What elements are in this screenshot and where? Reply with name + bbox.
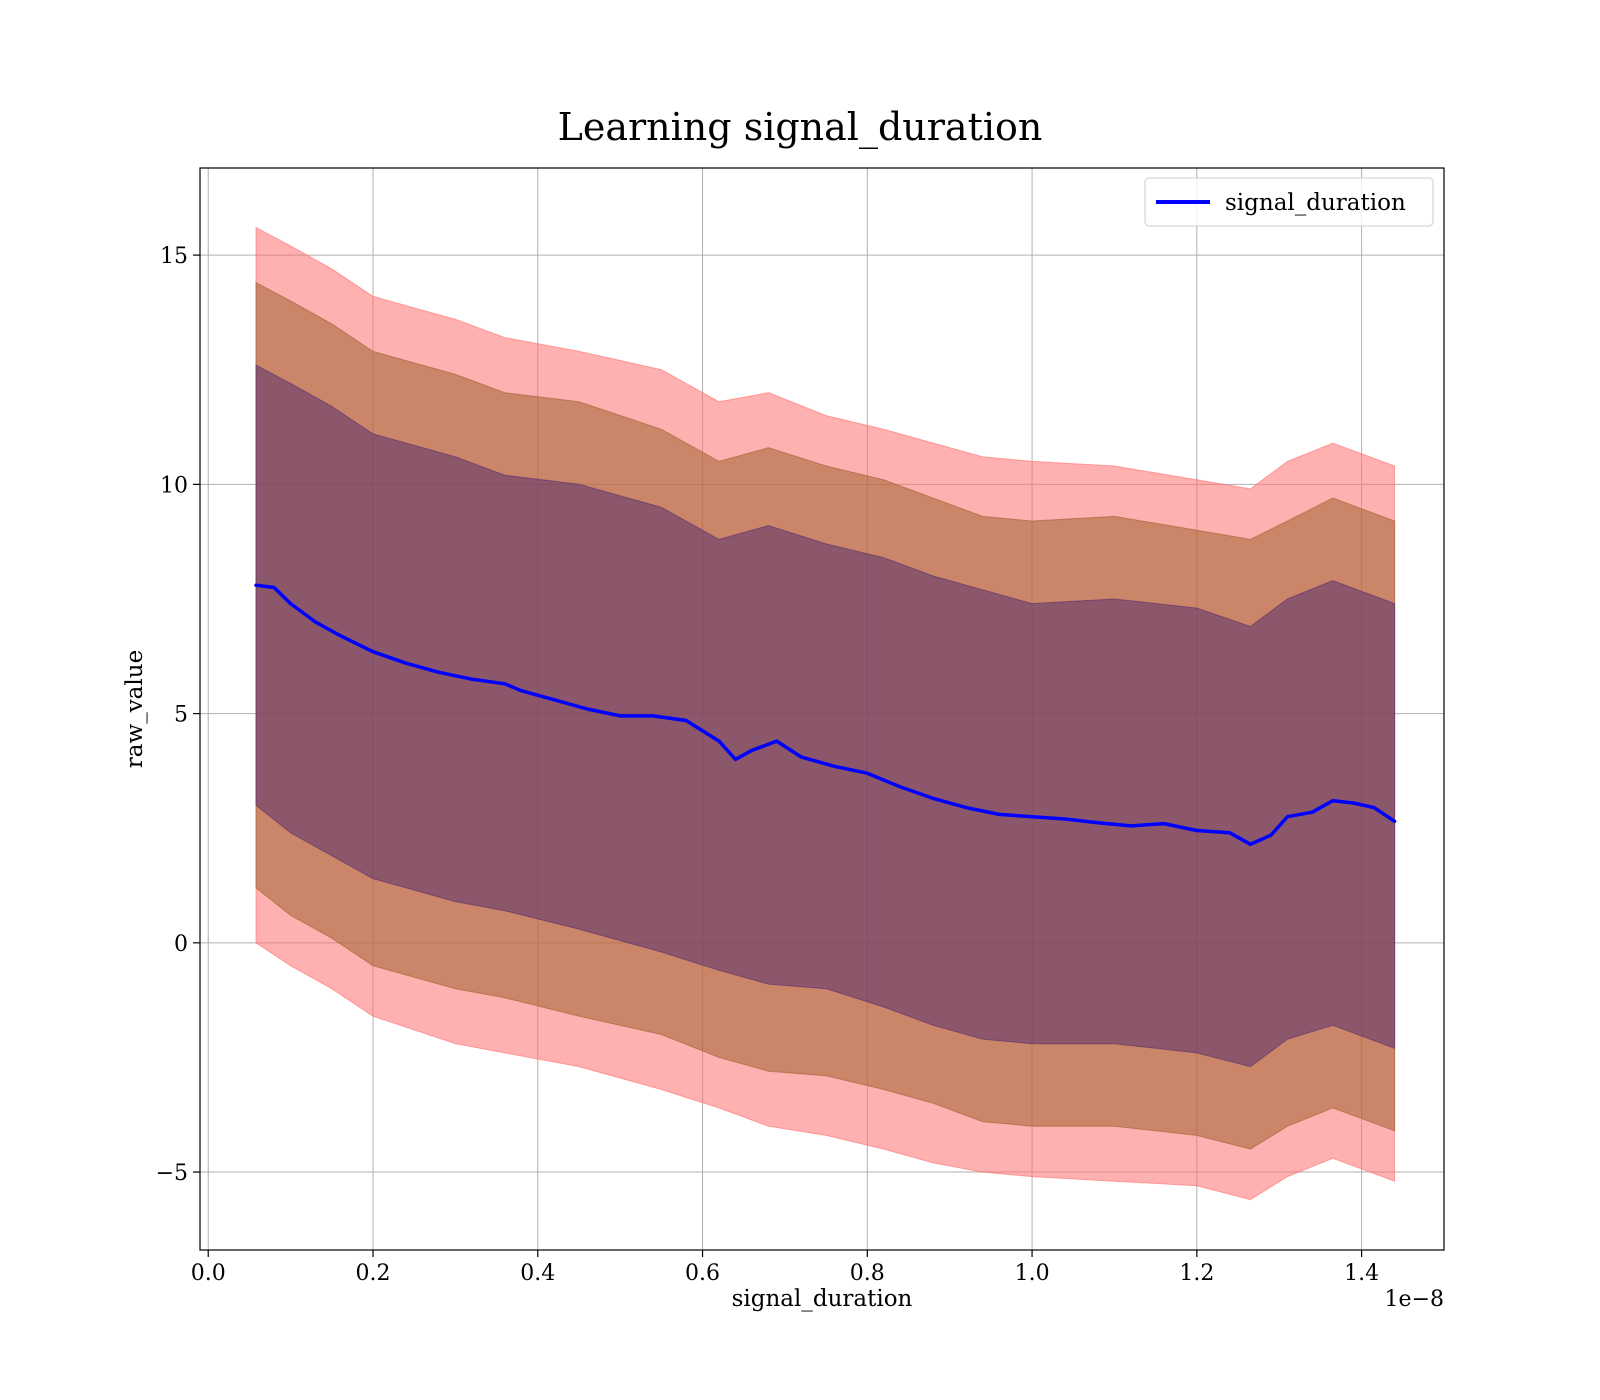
x-tick-label: 0.8: [850, 1261, 885, 1286]
x-tick-label: 1.4: [1344, 1261, 1379, 1286]
x-axis-offset-text: 1e−8: [1385, 1287, 1444, 1312]
x-tick-label: 0.0: [191, 1261, 226, 1286]
x-tick-label: 0.6: [685, 1261, 720, 1286]
y-tick-label: 0: [174, 932, 188, 957]
y-axis-label: raw_value: [122, 650, 148, 768]
confidence-bands: [255, 226, 1396, 1201]
legend-frame: [1144, 177, 1434, 227]
x-axis-ticks: 0.0 0.2 0.4 0.6 0.8 1.0 1.2 1.4: [191, 1250, 1379, 1286]
y-tick-label: 10: [160, 473, 188, 498]
legend: signal_duration: [1144, 177, 1434, 227]
x-tick-label: 1.2: [1179, 1261, 1214, 1286]
plot-frame: [199, 167, 1445, 1251]
y-axis-ticks: −5 0 5 10 15: [156, 244, 200, 1186]
y-tick-label: −5: [156, 1161, 188, 1186]
y-tick-label: 15: [160, 244, 188, 269]
x-tick-label: 0.2: [356, 1261, 391, 1286]
y-tick-label: 5: [174, 703, 188, 728]
x-tick-label: 1.0: [1015, 1261, 1050, 1286]
series-lines: [254, 583, 1397, 847]
series-line: [254, 583, 1397, 847]
band-1-sigma: [255, 364, 1396, 1068]
chart-title: Learning signal_duration: [558, 105, 1043, 150]
legend-entry: signal_duration: [1225, 190, 1406, 216]
x-tick-label: 0.4: [520, 1261, 555, 1286]
x-axis-label: signal_duration: [732, 1286, 913, 1312]
